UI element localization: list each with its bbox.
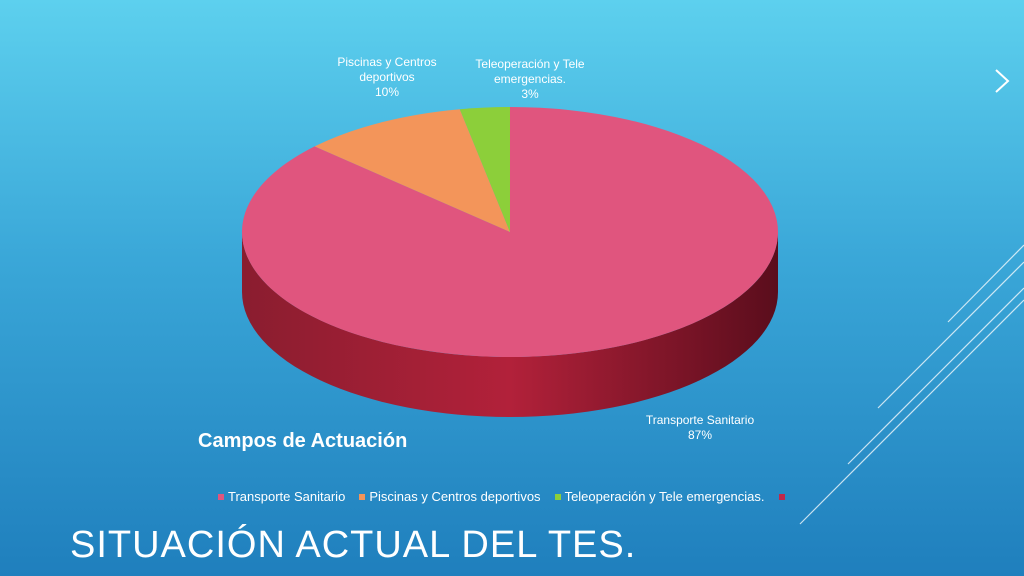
data-label-0: Transporte Sanitario 87% bbox=[645, 413, 755, 442]
legend-label-2: Teleoperación y Tele emergencias. bbox=[564, 489, 765, 504]
pie-slice-1 bbox=[314, 109, 510, 232]
legend-label-0: Transporte Sanitario bbox=[228, 489, 346, 504]
legend-swatch-1 bbox=[359, 493, 366, 500]
pie-3d-sides bbox=[242, 232, 778, 417]
pie-slices bbox=[241, 107, 778, 357]
legend-item-0: Transporte Sanitario bbox=[218, 489, 345, 504]
chart-title: Campos de Actuación bbox=[198, 430, 408, 452]
legend-item-3 bbox=[778, 493, 785, 500]
data-label-2: Teleoperación y Tele emergencias. 3% bbox=[475, 57, 585, 101]
slide-title: SITUACIÓN ACTUAL DEL TES. bbox=[70, 524, 637, 566]
chart-legend: Transporte Sanitario Piscinas y Centros d… bbox=[218, 489, 785, 504]
legend-item-2: Teleoperación y Tele emergencias. bbox=[554, 489, 765, 504]
pie-slice-2 bbox=[459, 107, 510, 232]
pie-slice-0 bbox=[241, 107, 778, 357]
legend-label-1: Piscinas y Centros deportivos bbox=[369, 489, 541, 504]
pie-side-transporte-sanitario bbox=[242, 232, 778, 417]
legend-swatch-3 bbox=[778, 493, 785, 500]
legend-item-1: Piscinas y Centros deportivos bbox=[359, 489, 541, 504]
legend-swatch-0 bbox=[218, 493, 224, 500]
legend-swatch-2 bbox=[554, 493, 561, 500]
data-label-1: Piscinas y Centros deportivos 10% bbox=[337, 55, 437, 99]
